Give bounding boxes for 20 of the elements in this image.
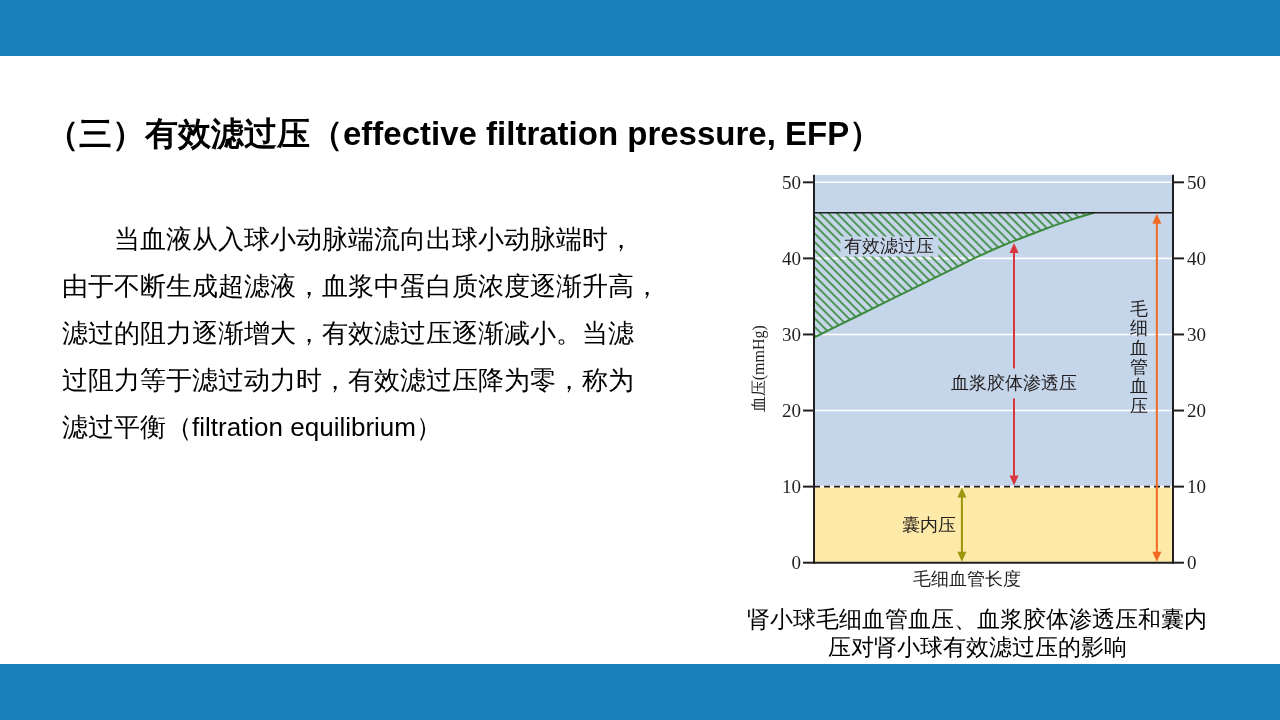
y2-tick-label: 40 xyxy=(1187,247,1206,269)
text: 当血液从入球小动脉端流向出球小动脉端时，由于不断生成超滤液，血浆中蛋白质浓度逐渐升高，滤过的阻力逐渐增大，有效滤过压逐渐减小。当滤过阻力等于滤过动力时，有效滤过压降为零，称为滤过平衡（filtration equilibrium） xyxy=(62,224,660,442)
y-axis-title: 血压(mmHg) xyxy=(749,325,768,413)
band-label: 囊内压 xyxy=(901,514,956,535)
y-tick-label: 10 xyxy=(782,476,801,498)
y2-tick-label: 30 xyxy=(1187,323,1206,345)
text: （三）有效滤过压（effective filtration pressure, EFP） xyxy=(46,115,883,152)
y-tick-label: 20 xyxy=(782,400,801,422)
y-tick-label: 30 xyxy=(782,323,801,345)
x-axis-title: 毛细血管长度 xyxy=(912,569,1021,589)
y2-tick-label: 50 xyxy=(1187,171,1206,193)
y-tick-label: 50 xyxy=(782,171,801,193)
y2-tick-label: 10 xyxy=(1187,476,1206,498)
text: 肾小球毛细血管血压、血浆胶体渗透压和囊内压对肾小球有效滤过压的影响 xyxy=(747,606,1207,660)
annotation: 血浆胶体渗透压 xyxy=(951,373,1078,394)
y-tick-label: 40 xyxy=(782,247,801,269)
y2-tick-label: 0 xyxy=(1187,552,1197,574)
y2-tick-label: 20 xyxy=(1187,400,1206,422)
y-tick-label: 0 xyxy=(791,552,801,574)
ref-line-label: 毛细血管血压 xyxy=(1129,298,1148,416)
